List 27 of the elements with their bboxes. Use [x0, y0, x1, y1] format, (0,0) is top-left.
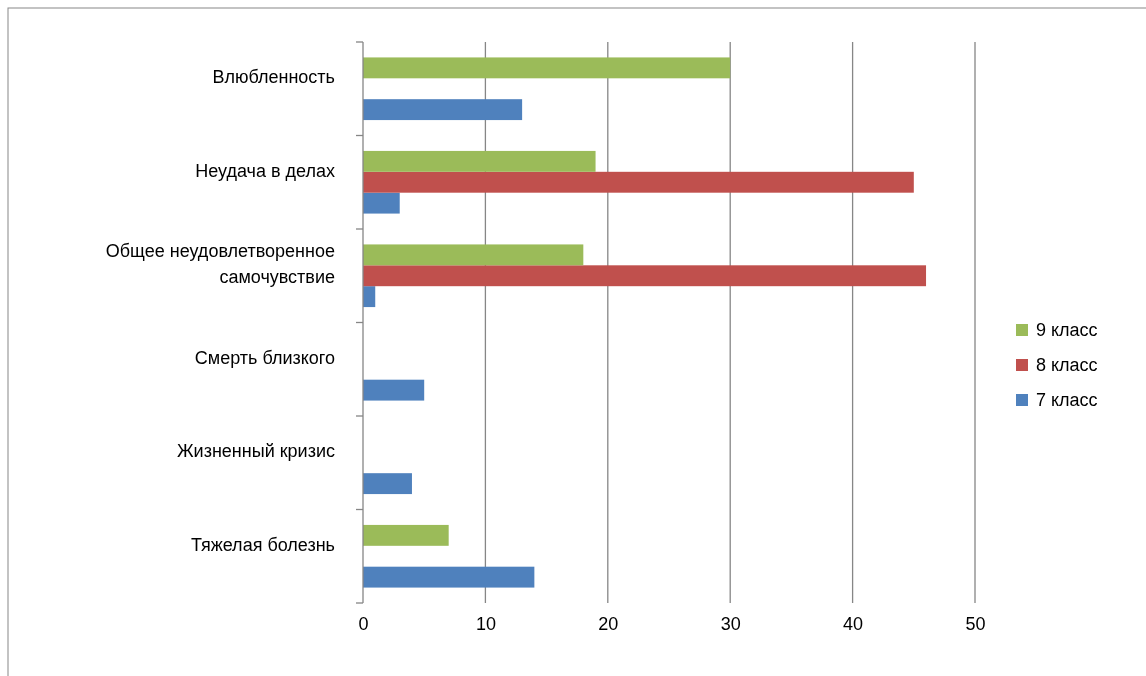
x-tick-label: 50: [965, 613, 986, 634]
legend-label: 8 класс: [1036, 355, 1098, 376]
bar: [363, 265, 927, 287]
bar: [363, 524, 449, 546]
bar: [363, 566, 535, 588]
bar: [363, 473, 412, 495]
bar: [363, 379, 425, 401]
x-tick-label: 10: [475, 613, 496, 634]
legend-label: 9 класс: [1036, 320, 1098, 341]
bar: [363, 192, 400, 214]
y-tick-label: Влюбленность: [212, 67, 335, 88]
x-tick-label: 40: [843, 613, 864, 634]
y-tick-label: Тяжелая болезнь: [190, 534, 335, 555]
bar: [363, 244, 584, 266]
bar: [363, 57, 731, 79]
x-tick-label: 30: [720, 613, 741, 634]
bar: [363, 286, 376, 308]
bar: [363, 150, 596, 172]
y-tick-label: Смерть близкого: [194, 347, 335, 368]
x-tick-label: 20: [598, 613, 619, 634]
y-tick-label: Жизненный кризис: [176, 441, 335, 462]
x-tick-label: 0: [358, 613, 369, 634]
bar: [363, 99, 523, 121]
bar: [363, 171, 914, 193]
y-tick-label: Общее неудовлетворенное самочувствие: [105, 241, 335, 288]
y-tick-label: Неудача в делах: [195, 160, 335, 181]
legend-label: 7 класс: [1036, 390, 1098, 411]
